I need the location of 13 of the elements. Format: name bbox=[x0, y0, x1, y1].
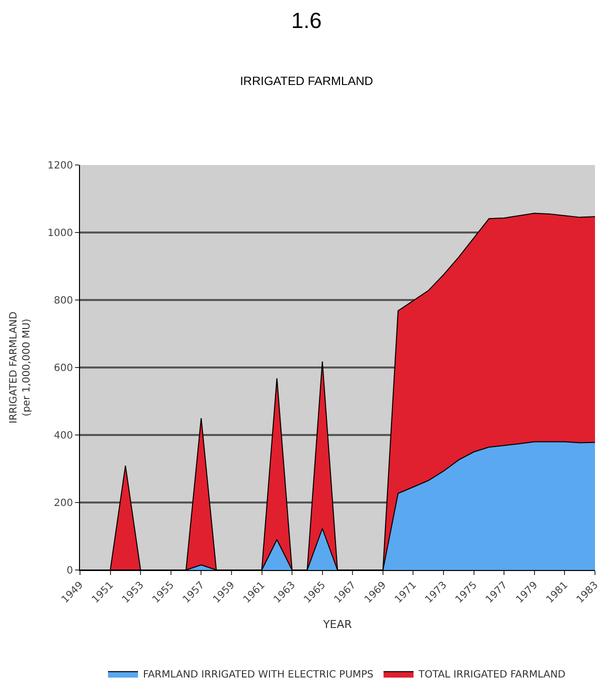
x-axis-title: YEAR bbox=[322, 618, 352, 631]
y-tick-label: 1000 bbox=[48, 228, 73, 239]
y-axis-title: IRRIGATED FARMLAND (per 1,000,000 MU) bbox=[8, 311, 33, 424]
chart-subtitle: IRRIGATED FARMLAND bbox=[240, 74, 374, 88]
y-tick-label: 400 bbox=[54, 430, 73, 442]
legend-label: FARMLAND IRRIGATED WITH ELECTRIC PUMPS bbox=[143, 670, 374, 680]
y-tick-label: 800 bbox=[54, 296, 73, 306]
chart-title: 1.6 bbox=[291, 8, 322, 33]
y-tick-label: 600 bbox=[54, 363, 73, 374]
y-tick-label: 200 bbox=[54, 498, 73, 509]
legend-label: TOTAL IRRIGATED FARMLAND bbox=[418, 670, 566, 680]
y-tick-label: 0 bbox=[66, 566, 73, 576]
y-tick-label: 1200 bbox=[48, 160, 73, 172]
